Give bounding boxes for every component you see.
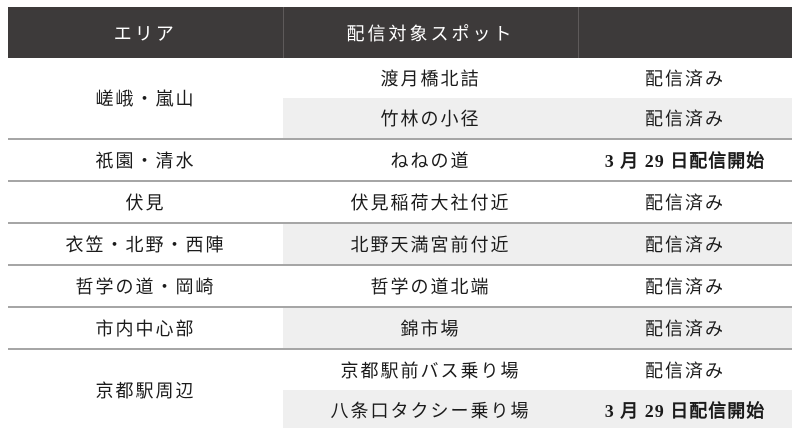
status-cell: 配信済み [578, 265, 792, 308]
spot-cell: 八条口タクシー乗り場 [283, 390, 578, 428]
spot-cell: ねねの道 [283, 139, 578, 182]
table-header-row: エリア 配信対象スポット [8, 7, 792, 58]
status-cell: 配信済み [578, 349, 792, 390]
status-cell: 配信済み [578, 307, 792, 350]
table-row: 京都駅周辺 京都駅前バス乗り場 配信済み [8, 349, 792, 428]
header-cell-area: エリア [8, 7, 283, 58]
area-cell: 嵯峨・嵐山 [8, 58, 283, 140]
status-cell: 配信済み [578, 181, 792, 224]
area-cell: 衣笠・北野・西陣 [8, 223, 283, 266]
table-row: 嵯峨・嵐山 渡月橋北詰 配信済み [8, 58, 792, 140]
status-cell: 配信済み [578, 58, 792, 98]
header-cell-spot: 配信対象スポット [282, 7, 578, 58]
table-row: 哲学の道・岡崎 哲学の道北端 配信済み [8, 265, 792, 308]
table-row: 祇園・清水 ねねの道 3 月 29 日配信開始 [8, 139, 792, 182]
status-cell: 配信済み [578, 223, 792, 266]
delivery-spot-table: エリア 配信対象スポット 嵯峨・嵐山 渡月橋北詰 配信済み 竹林の小径 配信済み… [8, 7, 792, 428]
spot-cell: 竹林の小径 [283, 98, 578, 140]
table-row: 市内中心部 錦市場 配信済み [8, 307, 792, 350]
area-cell: 市内中心部 [8, 307, 283, 350]
table-row: 衣笠・北野・西陣 北野天満宮前付近 配信済み [8, 223, 792, 266]
status-cell: 3 月 29 日配信開始 [578, 390, 792, 428]
table-row: 八条口タクシー乗り場 3 月 29 日配信開始 [8, 390, 792, 428]
spot-cell: 錦市場 [283, 307, 578, 350]
area-cell: 哲学の道・岡崎 [8, 265, 283, 308]
area-cell: 京都駅周辺 [8, 349, 283, 428]
area-cell: 祇園・清水 [8, 139, 283, 182]
header-cell-status [577, 7, 792, 58]
table-row: 竹林の小径 配信済み [8, 98, 792, 140]
spot-cell: 北野天満宮前付近 [283, 223, 578, 266]
table-row: 伏見 伏見稲荷大社付近 配信済み [8, 181, 792, 224]
spot-cell: 渡月橋北詰 [283, 58, 578, 98]
spot-cell: 哲学の道北端 [283, 265, 578, 308]
area-cell: 伏見 [8, 181, 283, 224]
status-cell: 配信済み [578, 98, 792, 140]
spot-cell: 伏見稲荷大社付近 [283, 181, 578, 224]
spot-cell: 京都駅前バス乗り場 [283, 349, 578, 390]
status-cell: 3 月 29 日配信開始 [578, 139, 792, 182]
